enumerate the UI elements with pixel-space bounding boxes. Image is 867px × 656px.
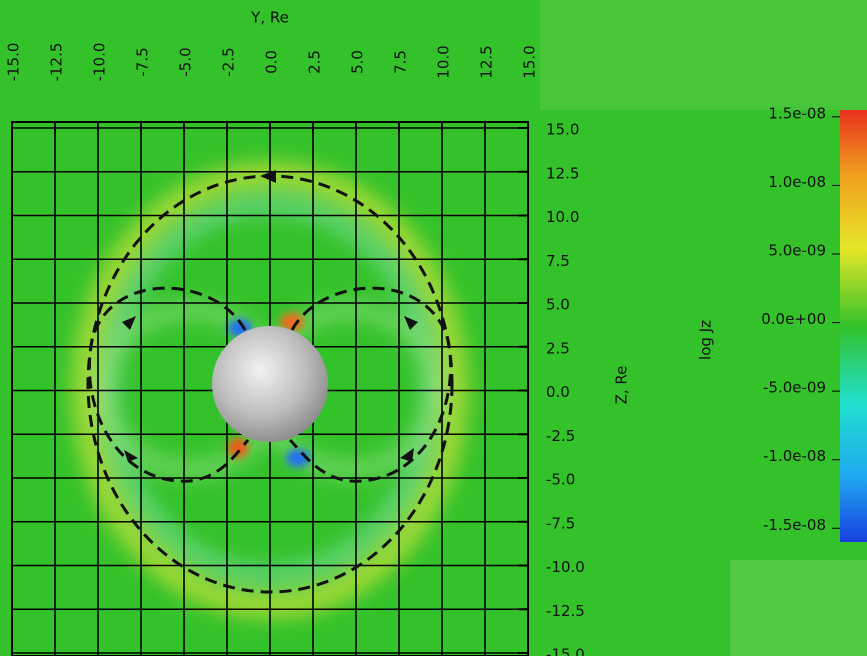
y-tick-label: -12.5 xyxy=(546,602,585,620)
y-tick-label: 7.5 xyxy=(546,252,570,270)
y-tick-label: 15.0 xyxy=(546,121,579,139)
x-tick-label: -15.0 xyxy=(5,43,23,82)
x-tick-label: -12.5 xyxy=(48,43,66,82)
colorbar-tick-label: -5.0e-09 xyxy=(763,379,826,397)
x-tick-label: -10.0 xyxy=(91,43,109,82)
x-tick-label: 12.5 xyxy=(478,45,496,78)
y-tick-label: -7.5 xyxy=(546,514,575,532)
y-tick-label: -5.0 xyxy=(546,471,575,489)
x-tick-label: 5.0 xyxy=(349,50,367,74)
colorbar-tick-label: 5.0e-09 xyxy=(768,242,826,260)
x-tick-label: 7.5 xyxy=(392,50,410,74)
x-tick-label: 0.0 xyxy=(263,50,281,74)
y-tick-label: -15.0 xyxy=(546,646,585,656)
colorbar-tick-label: 1.0e-08 xyxy=(768,173,826,191)
x-tick-label: 10.0 xyxy=(435,45,453,78)
field-background xyxy=(85,0,867,656)
earth xyxy=(212,326,328,442)
y-tick-label: 10.0 xyxy=(546,208,579,226)
y-tick-label: -2.5 xyxy=(546,427,575,445)
y-tick-label: 12.5 xyxy=(546,164,579,182)
y-tick-label: -10.0 xyxy=(546,558,585,576)
colorbar-label: log Jz xyxy=(697,320,715,360)
colorbar-tick-label: 0.0e+00 xyxy=(761,310,826,328)
x-tick-label: -7.5 xyxy=(134,47,152,76)
colorbar-tick-label: -1.0e-08 xyxy=(763,447,826,465)
colorbar xyxy=(840,110,867,542)
y-tick-label: 2.5 xyxy=(546,339,570,357)
y-tick-label: 0.0 xyxy=(546,383,570,401)
y-tick-label: 5.0 xyxy=(546,296,570,314)
y-axis-label: Z, Re xyxy=(613,366,631,405)
page: {"chart_data": {"type": "heatmap", "xlab… xyxy=(0,0,867,656)
x-axis-label: Y, Re xyxy=(250,9,289,27)
chart: Y, Re Z, Re log Jz -15.0 -12.5 -10.0 -7.5 -5… xyxy=(0,0,867,656)
x-tick-label: 2.5 xyxy=(306,50,324,74)
x-tick-label: 15.0 xyxy=(521,45,539,78)
x-tick-label: -2.5 xyxy=(220,47,238,76)
x-tick-label: -5.0 xyxy=(177,47,195,76)
colorbar-tick-label: -1.5e-08 xyxy=(763,516,826,534)
colorbar-tick-label: 1.5e-08 xyxy=(768,104,826,122)
